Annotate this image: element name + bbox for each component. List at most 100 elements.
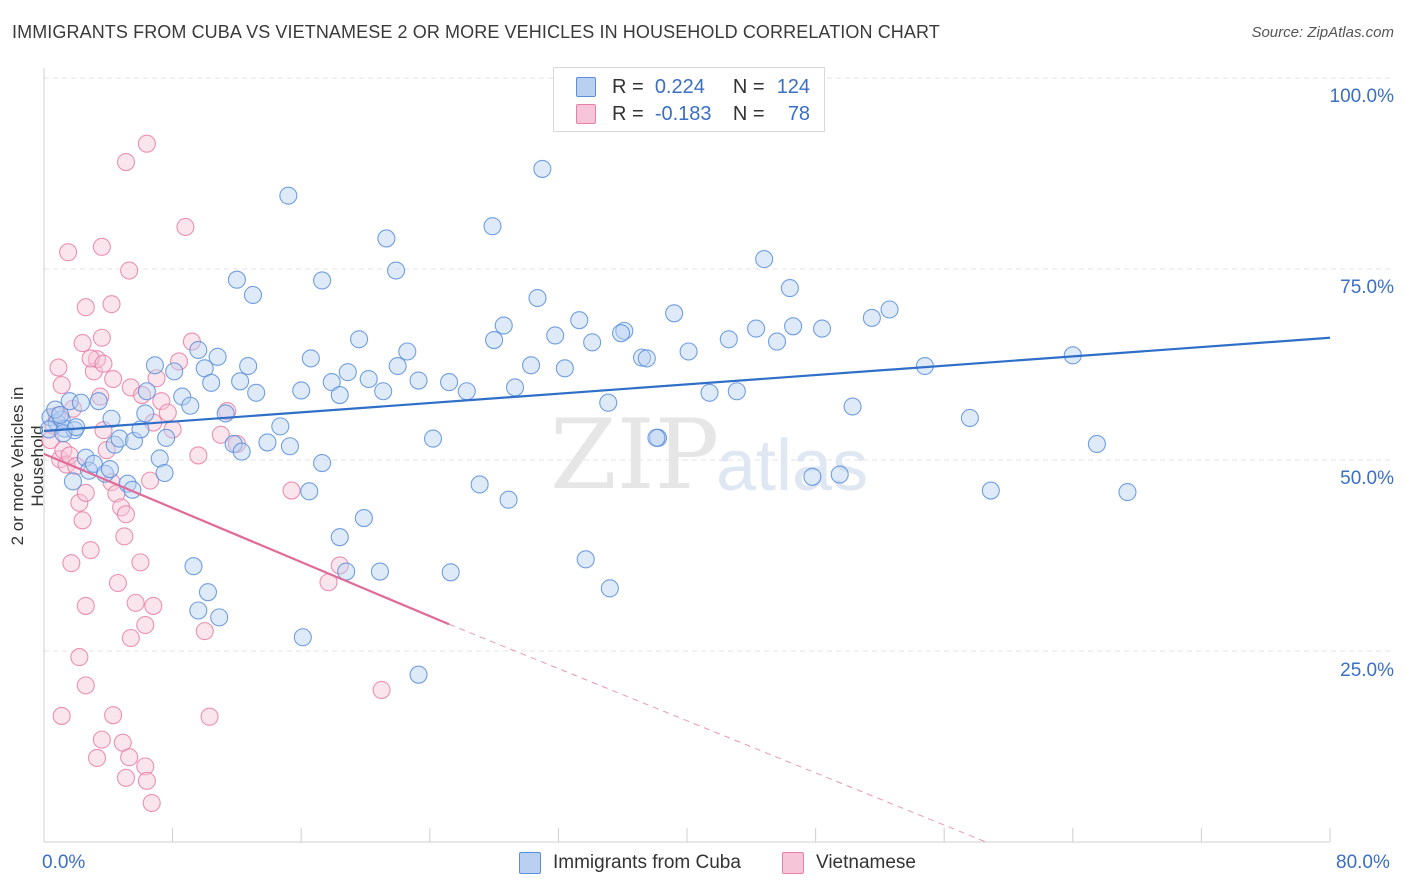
point-cuba [313, 454, 332, 473]
point-vietnamese [62, 554, 81, 573]
point-cuba [803, 467, 822, 486]
legend-n-value-cuba: 124 [776, 75, 811, 98]
point-vietnamese [120, 748, 139, 767]
point-cuba [830, 465, 849, 484]
point-cuba [665, 304, 684, 323]
point-cuba [409, 371, 428, 390]
point-cuba [231, 372, 250, 391]
point-vietnamese [142, 793, 161, 813]
point-cuba [374, 382, 393, 401]
stats-legend: R = 0.224 N = 124 R = -0.183 N = 78 [553, 67, 825, 132]
point-cuba [271, 417, 290, 436]
point-cuba [227, 270, 246, 289]
point-cuba [232, 442, 251, 461]
point-cuba [546, 326, 565, 345]
point-vietnamese [92, 328, 111, 347]
point-cuba [322, 373, 341, 392]
legend-r-label: R = [612, 75, 644, 98]
point-cuba [181, 396, 200, 415]
point-cuba [398, 342, 417, 361]
trend-line-cuba [43, 336, 1331, 433]
point-cuba [338, 363, 357, 382]
point-cuba [812, 319, 832, 338]
point-vietnamese [102, 295, 121, 314]
legend-r-value-viet: -0.183 [654, 102, 712, 125]
watermark-atlas: atlas [716, 426, 868, 506]
point-vietnamese [116, 768, 136, 787]
point-vietnamese [52, 376, 71, 395]
y-tick-label-75: 75.0% [1340, 277, 1394, 298]
point-cuba [780, 279, 799, 298]
point-cuba [981, 481, 1000, 500]
point-cuba [102, 409, 121, 428]
point-vietnamese [76, 298, 95, 317]
point-vietnamese [152, 392, 171, 411]
point-cuba [189, 340, 208, 360]
legend-swatch-cuba [576, 77, 596, 97]
bottom-swatch-cuba [519, 852, 541, 874]
point-vietnamese [104, 369, 123, 389]
point-vietnamese [136, 757, 155, 776]
point-vietnamese [104, 706, 123, 725]
point-cuba [494, 316, 513, 335]
point-vietnamese [76, 676, 95, 695]
point-vietnamese [136, 615, 155, 635]
point-vietnamese [76, 483, 95, 502]
point-cuba [505, 378, 525, 397]
point-cuba [359, 369, 378, 389]
point-cuba [71, 393, 91, 412]
point-cuba [202, 373, 221, 392]
point-vietnamese [137, 771, 156, 790]
trend-lines [43, 336, 1331, 843]
point-cuba [258, 433, 277, 452]
point-vietnamese [282, 481, 301, 500]
point-cuba [155, 463, 174, 483]
point-cuba [615, 321, 634, 340]
point-cuba [960, 408, 979, 428]
point-vietnamese [147, 369, 166, 388]
point-cuba [123, 480, 142, 499]
point-cuba [784, 317, 803, 336]
point-cuba [880, 300, 899, 319]
point-cuba [280, 437, 299, 456]
point-vietnamese [131, 553, 150, 572]
point-vietnamese [200, 707, 219, 726]
point-cuba [136, 404, 155, 423]
watermark-zip: ZIP [550, 399, 719, 511]
point-vietnamese [70, 648, 89, 667]
bottom-legend-label-viet: Vietnamese [816, 852, 916, 873]
point-cuba [576, 550, 595, 569]
point-vietnamese [108, 573, 127, 593]
trend-line-vietnamese [43, 452, 450, 626]
point-vietnamese [70, 493, 89, 512]
point-cuba [409, 665, 428, 684]
point-cuba [599, 393, 618, 412]
legend-row-viet: R = -0.183 N = 78 [576, 101, 810, 127]
point-vietnamese [116, 505, 136, 524]
point-cuba [210, 608, 229, 627]
point-cuba [51, 405, 70, 424]
point-cuba [483, 217, 502, 236]
point-cuba [330, 386, 349, 405]
x-tick-label-80: 80.0% [1336, 852, 1390, 873]
point-cuba [637, 349, 656, 368]
point-cuba [247, 383, 266, 402]
point-cuba [198, 583, 218, 602]
point-cuba [313, 271, 332, 290]
y-tick-label-50: 50.0% [1340, 468, 1394, 489]
point-cuba [528, 288, 547, 308]
point-vietnamese [76, 596, 95, 615]
point-cuba [612, 324, 631, 343]
point-cuba [470, 475, 489, 494]
point-cuba [100, 460, 119, 479]
point-cuba [124, 431, 144, 450]
point-vietnamese [92, 730, 111, 749]
point-vietnamese [115, 527, 134, 546]
point-cuba [184, 557, 203, 576]
point-vietnamese [87, 350, 107, 369]
y-tick-label-100: 100.0% [1329, 86, 1394, 107]
point-cuba [293, 628, 312, 647]
point-vietnamese [126, 593, 145, 612]
point-cuba [767, 332, 787, 351]
grid-lines [44, 77, 1394, 652]
